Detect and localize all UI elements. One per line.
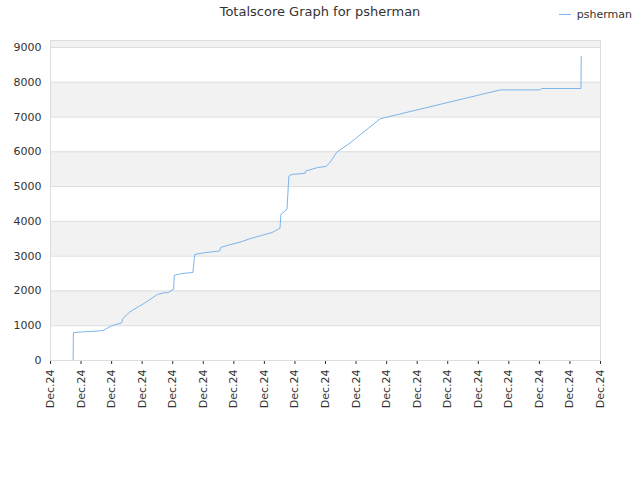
svg-text:Dec.24: Dec.24 (441, 370, 454, 409)
svg-text:Dec.24: Dec.24 (472, 370, 485, 409)
svg-text:0: 0 (35, 354, 42, 367)
svg-text:9000: 9000 (14, 41, 42, 54)
html-text:Totalscore Graph for psherman: Totalscore Graph for psherman (219, 4, 421, 19)
svg-text:7000: 7000 (14, 111, 42, 124)
svg-text:Dec.24: Dec.24 (136, 370, 149, 409)
svg-text:Dec.24: Dec.24 (319, 370, 332, 409)
svg-text:6000: 6000 (14, 145, 42, 158)
svg-text:Dec.24: Dec.24 (350, 370, 363, 409)
svg-text:Dec.24: Dec.24 (288, 370, 301, 409)
svg-text:Dec.24: Dec.24 (75, 370, 88, 409)
svg-text:Dec.24: Dec.24 (105, 370, 118, 409)
svg-text:Dec.24: Dec.24 (258, 370, 271, 409)
svg-text:8000: 8000 (14, 76, 42, 89)
svg-text:5000: 5000 (14, 180, 42, 193)
svg-text:Dec.24: Dec.24 (44, 370, 57, 409)
svg-text:1000: 1000 (14, 319, 42, 332)
svg-text:Dec.24: Dec.24 (594, 370, 607, 409)
svg-text:2000: 2000 (14, 284, 42, 297)
html-text:psherman: psherman (576, 8, 632, 21)
svg-text:Dec.24: Dec.24 (502, 370, 515, 409)
svg-text:4000: 4000 (14, 215, 42, 228)
svg-text:Dec.24: Dec.24 (197, 370, 210, 409)
svg-text:Dec.24: Dec.24 (411, 370, 424, 409)
svg-text:Dec.24: Dec.24 (166, 370, 179, 409)
svg-text:Dec.24: Dec.24 (563, 370, 576, 409)
svg-text:Dec.24: Dec.24 (380, 370, 393, 409)
svg-text:Dec.24: Dec.24 (533, 370, 546, 409)
svg-text:Dec.24: Dec.24 (227, 370, 240, 409)
svg-text:3000: 3000 (14, 250, 42, 263)
